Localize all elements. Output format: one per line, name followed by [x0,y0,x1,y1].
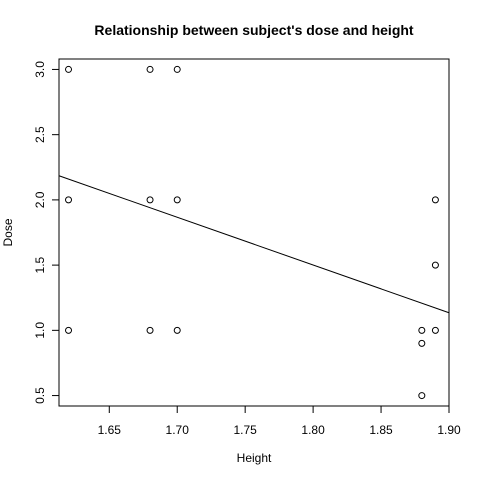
x-tick-label: 1.85 [369,423,393,437]
x-tick-label: 1.75 [233,423,257,437]
chart-title: Relationship between subject's dose and … [94,22,413,38]
x-axis-label: Height [237,451,272,465]
x-axis: 1.65 1.70 1.75 1.80 1.85 1.90 [98,406,461,437]
y-axis: 0.5 1.0 1.5 2.0 2.5 3.0 [33,61,59,404]
x-tick-label: 1.70 [166,423,190,437]
data-point [65,65,73,73]
data-point [431,261,439,269]
data-point [65,326,73,334]
y-tick-label: 1.0 [33,322,47,339]
y-tick-label: 2.0 [33,191,47,208]
data-points [65,65,439,400]
regression-line [58,175,450,314]
data-point [146,326,154,334]
data-point [173,196,181,204]
y-tick-label: 1.5 [33,256,47,273]
data-point [431,326,439,334]
data-point [146,196,154,204]
data-point [418,326,426,334]
y-axis-label: Dose [1,218,15,246]
plot-frame [58,58,450,407]
x-tick-label: 1.90 [437,423,461,437]
x-tick-label: 1.80 [301,423,325,437]
regression-layer [58,175,450,314]
y-tick-label: 0.5 [33,387,47,404]
data-point [173,326,181,334]
data-point [431,196,439,204]
y-tick-label: 3.0 [33,61,47,78]
data-point [146,65,154,73]
data-point [418,392,426,400]
y-tick-label: 2.5 [33,126,47,143]
data-point [65,196,73,204]
data-point [173,65,181,73]
data-point [418,339,426,347]
x-tick-label: 1.65 [98,423,122,437]
